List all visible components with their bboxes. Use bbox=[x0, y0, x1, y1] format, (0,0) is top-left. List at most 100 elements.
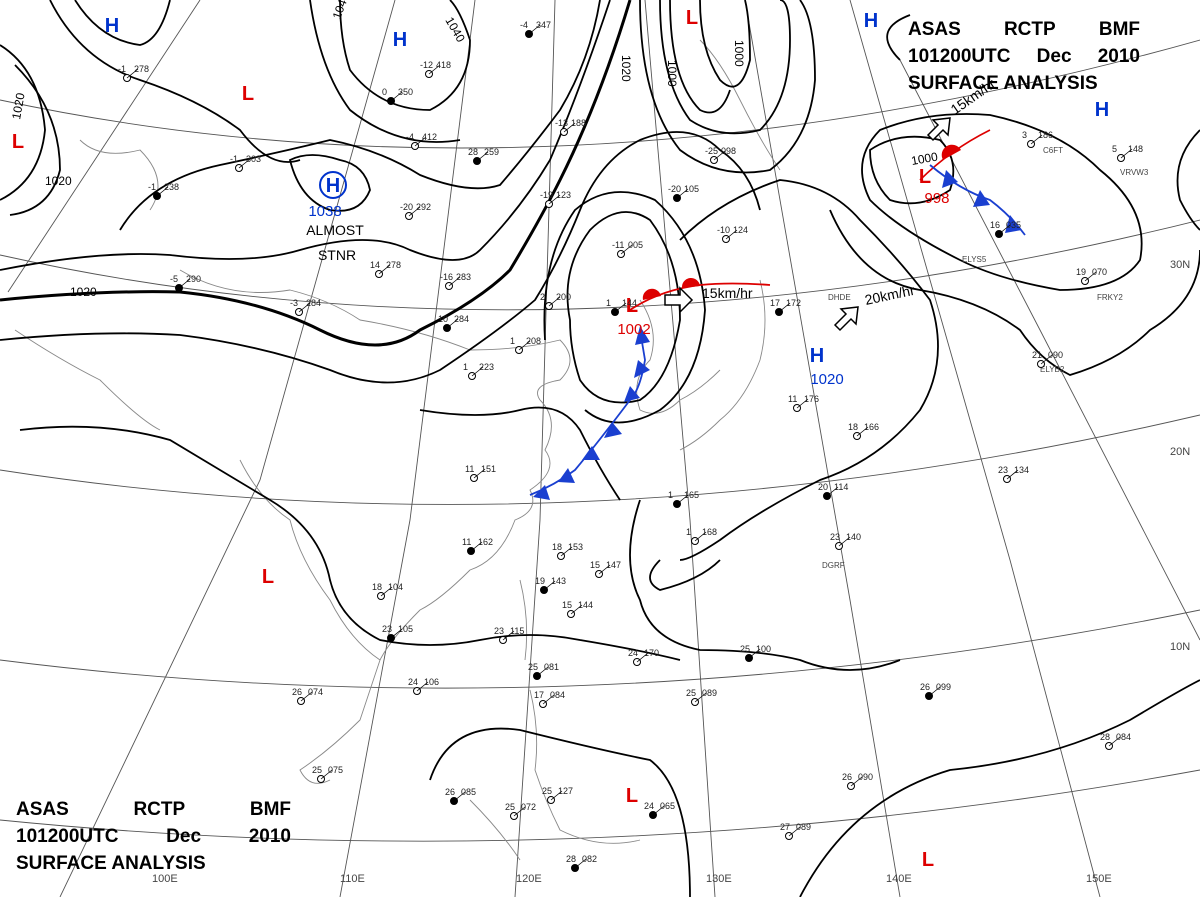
station-plot: 26 090 bbox=[842, 772, 873, 790]
low-pressure-center: L bbox=[626, 785, 638, 807]
station-pressure: 303 bbox=[246, 154, 261, 164]
wind-barb bbox=[390, 628, 403, 639]
station-pressure: 143 bbox=[551, 576, 566, 586]
station-temperature: -5 bbox=[170, 274, 178, 284]
station-temperature: 23 bbox=[382, 624, 392, 634]
station-plot: -1 238 bbox=[148, 182, 179, 200]
station-pressure: 082 bbox=[582, 854, 597, 864]
station-temperature: 19 bbox=[535, 576, 545, 586]
station-temperature: 19 bbox=[1076, 267, 1086, 277]
station-temperature: 24 bbox=[408, 677, 418, 687]
station-temperature: 5 bbox=[1112, 144, 1117, 154]
station-temperature: 23 bbox=[998, 465, 1008, 475]
station-plot: 15 147 bbox=[590, 560, 621, 578]
isobar-label: 1000 bbox=[910, 149, 939, 167]
wind-barb bbox=[676, 188, 689, 199]
wind-barb bbox=[518, 340, 531, 351]
center-pressure-value: 1020 bbox=[810, 371, 843, 388]
station-temperature: 27 bbox=[780, 822, 790, 832]
longitude-label: 120E bbox=[516, 873, 542, 885]
title-agency-2: RCTP bbox=[133, 799, 186, 820]
station-plot: 24 106 bbox=[408, 677, 439, 695]
station-plot: 23 115 bbox=[494, 626, 524, 644]
station-temperature: -10 bbox=[717, 225, 730, 235]
station-temperature: 25 bbox=[542, 786, 552, 796]
wind-barb bbox=[1084, 271, 1097, 282]
station-pressure: 070 bbox=[1092, 267, 1107, 277]
station-pressure: 104 bbox=[388, 582, 403, 592]
high-pressure-center: H bbox=[326, 175, 340, 197]
title-month: Dec bbox=[1036, 46, 1072, 67]
title-time: 101200UTC bbox=[16, 826, 119, 847]
station-pressure: 418 bbox=[436, 60, 451, 70]
wind-barb bbox=[298, 302, 311, 313]
wind-barb bbox=[928, 686, 941, 697]
station-plot: 1 168 bbox=[686, 527, 717, 545]
station-temperature: -20 bbox=[400, 202, 413, 212]
motion-arrows bbox=[664, 117, 951, 332]
station-pressure: 147 bbox=[606, 560, 621, 570]
wind-barb bbox=[548, 194, 561, 205]
stationary-note: ALMOST bbox=[306, 222, 364, 238]
high-pressure-center: H bbox=[864, 10, 878, 32]
station-pressure: 148 bbox=[1128, 144, 1143, 154]
wind-barb bbox=[378, 264, 391, 275]
longitude-label: 150E bbox=[1086, 873, 1112, 885]
station-temperature: 18 bbox=[372, 582, 382, 592]
wind-barb bbox=[694, 692, 707, 703]
station-plot: 1 208 bbox=[510, 336, 541, 354]
station-plot: 25 089 bbox=[686, 688, 717, 706]
station-pressure: 188 bbox=[571, 118, 586, 128]
wind-barb bbox=[453, 791, 466, 802]
wind-barb bbox=[788, 826, 801, 837]
station-pressure: 284 bbox=[454, 314, 469, 324]
title-agency: ASAS bbox=[16, 799, 69, 820]
wind-barb bbox=[694, 531, 707, 542]
title-agency-3: BMF bbox=[1098, 19, 1140, 40]
ship-callsign: VRVW3 bbox=[1120, 168, 1149, 177]
station-pressure: 170 bbox=[644, 648, 659, 658]
station-temperature: 1 bbox=[463, 362, 468, 372]
station-temperature: 17 bbox=[534, 690, 544, 700]
ship-callsign: ELYS5 bbox=[962, 255, 987, 264]
wind-barb bbox=[856, 426, 869, 437]
title-time: 101200UTC bbox=[908, 46, 1011, 67]
station-temperature: 14 bbox=[370, 260, 380, 270]
station-plot: 20 114 bbox=[818, 482, 848, 500]
station-temperature: 21 bbox=[1032, 350, 1042, 360]
station-plot: 11 151 bbox=[465, 464, 496, 482]
wind-barb bbox=[238, 158, 251, 169]
station-pressure: 124 bbox=[733, 225, 748, 235]
center-pressure-value: 1038 bbox=[308, 203, 341, 220]
station-plot: 17 084 bbox=[534, 690, 565, 708]
longitude-label: 100E bbox=[152, 873, 178, 885]
wind-barb bbox=[471, 366, 484, 377]
wind-barb bbox=[448, 276, 461, 287]
station-temperature: -25 bbox=[705, 146, 718, 156]
station-temperature: 25 bbox=[740, 644, 750, 654]
low-pressure-center: L bbox=[242, 83, 254, 105]
station-plot: 11 162 bbox=[462, 537, 493, 555]
station-plot: -10 124 bbox=[717, 225, 748, 243]
high-pressure-center: H bbox=[105, 15, 119, 37]
station-plot: 1 223 bbox=[463, 362, 494, 380]
station-temperature: 25 bbox=[312, 765, 322, 775]
station-pressure: 085 bbox=[461, 787, 476, 797]
longitude-label: 110E bbox=[340, 873, 365, 885]
high-pressure-center: H bbox=[810, 345, 824, 367]
station-pressure: 074 bbox=[308, 687, 323, 697]
station-plot: 25 081 bbox=[528, 662, 559, 680]
station-pressure: 284 bbox=[306, 298, 321, 308]
station-plot: 28 084 bbox=[1100, 732, 1131, 750]
station-pressure: 168 bbox=[702, 527, 717, 537]
station-plot: 16 035 bbox=[990, 220, 1021, 238]
title-agency-2: RCTP bbox=[1003, 19, 1056, 40]
station-plot: 28 082 bbox=[566, 854, 597, 872]
wind-barb bbox=[725, 229, 738, 240]
station-pressure: 140 bbox=[846, 532, 861, 542]
isobar-label: 1020 bbox=[9, 91, 27, 120]
wind-barb bbox=[676, 494, 689, 505]
station-pressure: 347 bbox=[536, 20, 551, 30]
station-temperature: 1 bbox=[668, 490, 673, 500]
